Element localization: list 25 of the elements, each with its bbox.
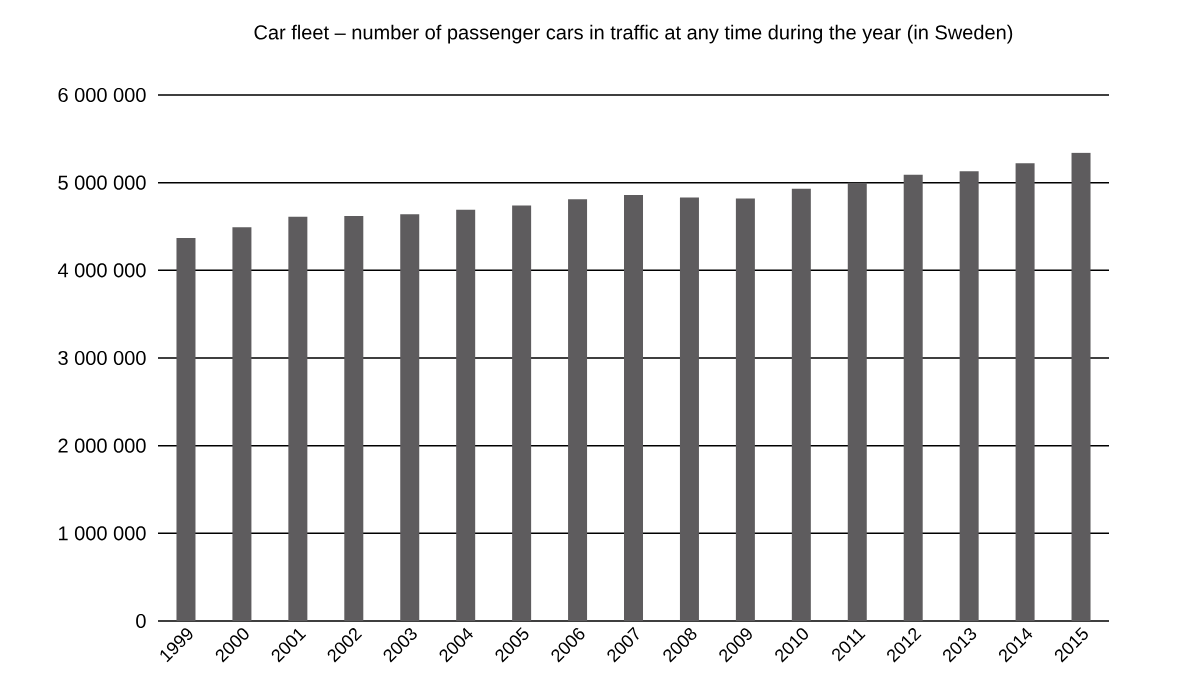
bar: [1071, 152, 1091, 621]
bar: [791, 188, 811, 621]
bar: [568, 199, 588, 621]
y-tick-label: 3 000 000: [58, 350, 146, 366]
bar: [344, 215, 364, 621]
bar: [176, 237, 196, 621]
bar: [400, 214, 420, 621]
bar: [512, 205, 532, 621]
y-tick-label: 1 000 000: [59, 526, 146, 541]
y-tick-label: 2 000 000: [58, 438, 146, 453]
bar: [847, 182, 867, 621]
y-tick-label: 6 000 000: [58, 87, 146, 103]
y-tick-label: 4 000 000: [57, 263, 146, 278]
bar: [1015, 163, 1035, 621]
y-tick-label: 0: [136, 613, 146, 629]
bar: [288, 216, 308, 621]
bar: [903, 174, 923, 621]
bar: [735, 198, 755, 621]
bar: [959, 171, 979, 621]
bar: [624, 194, 644, 621]
y-tick-label: 5 000 000: [58, 175, 146, 190]
bar: [232, 227, 252, 621]
chart-title: Car fleet – number of passenger cars in traffic at any time during the year (in Sweden): [254, 24, 1013, 44]
bar: [679, 197, 699, 621]
bar: [456, 209, 476, 621]
